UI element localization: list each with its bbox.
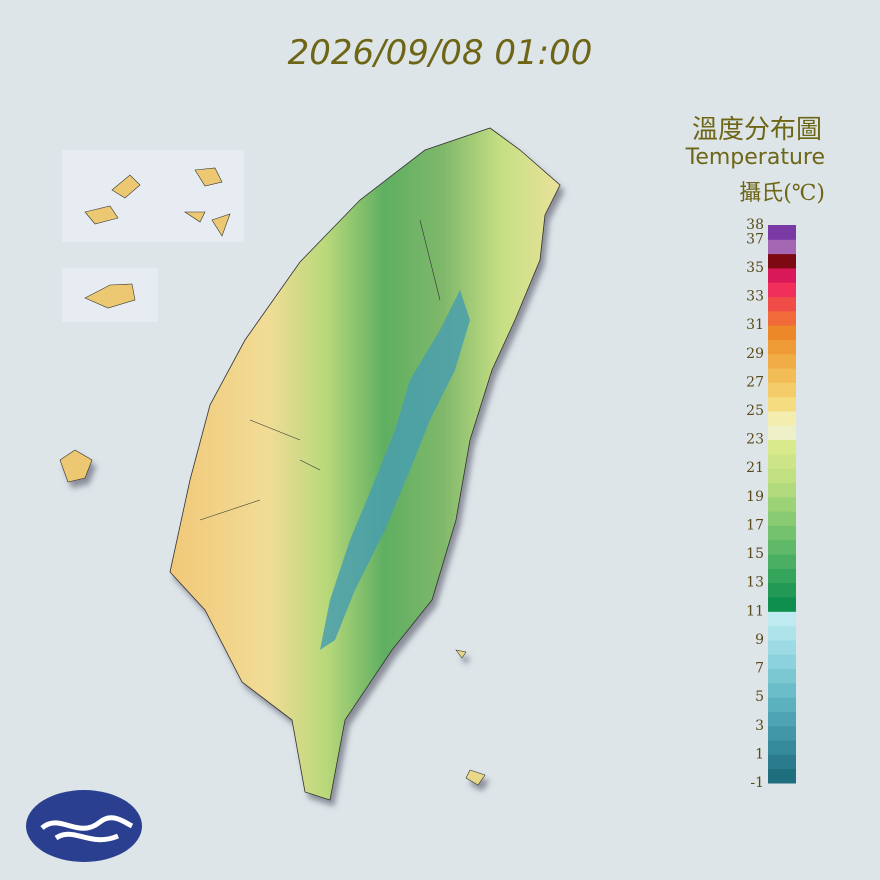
color-step (768, 482, 796, 498)
kinmen (84, 283, 136, 309)
color-step (768, 654, 796, 670)
legend-unit: 攝氏(℃) (739, 181, 825, 206)
color-step (768, 597, 796, 612)
color-step (768, 396, 796, 412)
legend-tick-label: 17 (746, 517, 764, 533)
legend-tick-label: 13 (746, 575, 764, 591)
legend-tick-label: 21 (746, 460, 764, 476)
penghu (59, 449, 93, 483)
color-step (768, 725, 796, 741)
logo-mark (40, 815, 134, 843)
color-step (768, 639, 796, 655)
county-border (199, 219, 441, 521)
color-step (768, 625, 796, 641)
color-step (768, 439, 796, 455)
color-step (768, 468, 796, 484)
color-step (768, 740, 796, 755)
legend-tick-label: 7 (755, 661, 764, 677)
color-step (768, 539, 796, 555)
legend-tick-label: 3 (755, 718, 764, 734)
legend-tick-label: 31 (746, 317, 764, 333)
legend-tick-label: 35 (746, 260, 764, 276)
color-step (768, 768, 796, 784)
color-step (768, 411, 796, 426)
timestamp: 2026/09/08 01:00 (288, 33, 593, 73)
legend-tick-label: 1 (755, 746, 764, 762)
color-step (768, 525, 796, 541)
legend-tick-label: 33 (746, 289, 764, 305)
color-step (768, 554, 796, 569)
legend-subtitle: Temperature (685, 145, 825, 170)
legend-tick-label: 11 (746, 603, 764, 619)
legend-tick-label: 23 (746, 432, 764, 448)
color-step (768, 253, 796, 269)
color-step (768, 611, 796, 627)
color-step (768, 310, 796, 326)
inset (62, 150, 244, 242)
color-step (768, 325, 796, 340)
color-step (768, 239, 796, 255)
central-range (320, 290, 470, 650)
color-step (768, 697, 796, 712)
color-step (768, 296, 796, 312)
legend-tick-label: 19 (746, 489, 764, 505)
legend-tick-label: 38 (746, 217, 764, 233)
color-step (768, 582, 796, 598)
color-step (768, 711, 796, 727)
legend-tick-label: -1 (750, 775, 764, 791)
legend-tick-label: 37 (746, 231, 764, 247)
legend-tick-label: 5 (755, 689, 764, 705)
matsu-kinmen (84, 167, 231, 237)
main-island (169, 127, 561, 801)
color-step (768, 368, 796, 383)
legend-tick-label: 27 (746, 374, 764, 390)
legend-title: 溫度分布圖 (692, 115, 822, 145)
legend-tick-label: 25 (746, 403, 764, 419)
color-step (768, 511, 796, 526)
color-step (768, 282, 796, 298)
color-step (768, 682, 796, 698)
color-step (768, 668, 796, 684)
islet (465, 769, 486, 786)
color-step (768, 568, 796, 584)
color-step (768, 382, 796, 398)
color-step (768, 225, 796, 240)
legend-tick-label: 29 (746, 346, 764, 362)
legend-tick-label: 9 (755, 632, 764, 648)
color-step (768, 353, 796, 369)
color-step (768, 754, 796, 770)
color-step (768, 339, 796, 355)
taiwan (59, 127, 561, 801)
legend-tick-label: 15 (746, 546, 764, 562)
color-step (768, 453, 796, 469)
color-step (768, 496, 796, 512)
color-step (768, 267, 796, 283)
islet (455, 649, 467, 659)
color-step (768, 425, 796, 441)
